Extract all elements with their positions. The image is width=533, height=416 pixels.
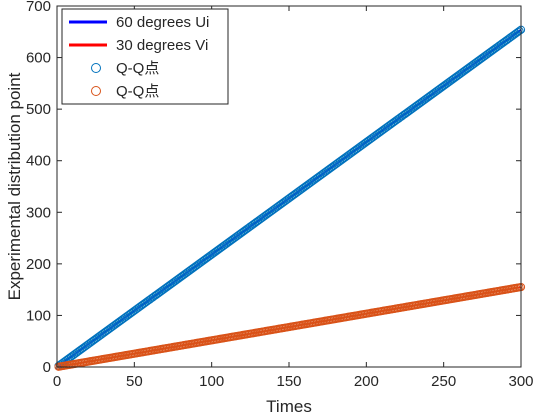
series-4 <box>54 282 526 371</box>
x-axis-label: Times <box>266 397 312 416</box>
plot-area <box>54 25 526 371</box>
x-tick-label: 100 <box>199 373 224 390</box>
y-tick-label: 0 <box>43 359 51 376</box>
x-tick-label: 200 <box>354 373 379 390</box>
legend-label: Q-Q点 <box>116 60 159 77</box>
legend-label: Q-Q点 <box>116 83 159 100</box>
legend-item: Q-Q点 <box>91 60 159 77</box>
x-tick-label: 50 <box>126 373 143 390</box>
legend-label: 30 degrees Vi <box>116 37 208 54</box>
y-tick-label: 300 <box>26 204 51 221</box>
y-tick-label: 600 <box>26 50 51 67</box>
legend-item: 60 degrees Ui <box>69 14 209 31</box>
data-point <box>515 26 524 35</box>
x-tick-label: 250 <box>431 373 456 390</box>
legend: 60 degrees Ui 30 degrees Vi Q-Q点 Q-Q点 <box>61 8 229 105</box>
legend-swatch <box>91 63 101 73</box>
axes: 0 50 100 150 200 250 300 0 100 200 300 400 500 600 700 <box>26 0 533 390</box>
legend-item: Q-Q点 <box>91 83 159 100</box>
legend-label: 60 degrees Ui <box>116 14 209 31</box>
y-tick-label: 500 <box>26 101 51 118</box>
y-tick-label: 100 <box>26 307 51 324</box>
x-tick-label: 150 <box>276 373 301 390</box>
y-axis-label: Experimental distribution point <box>5 72 24 300</box>
legend-item: 30 degrees Vi <box>69 37 208 54</box>
x-tick-label: 0 <box>53 373 61 390</box>
y-tick-label: 400 <box>26 153 51 170</box>
y-tick-label: 700 <box>26 0 51 15</box>
legend-box <box>61 8 229 105</box>
y-tick-label: 200 <box>26 256 51 273</box>
legend-swatch <box>91 86 101 96</box>
x-tick-label: 300 <box>508 373 533 390</box>
